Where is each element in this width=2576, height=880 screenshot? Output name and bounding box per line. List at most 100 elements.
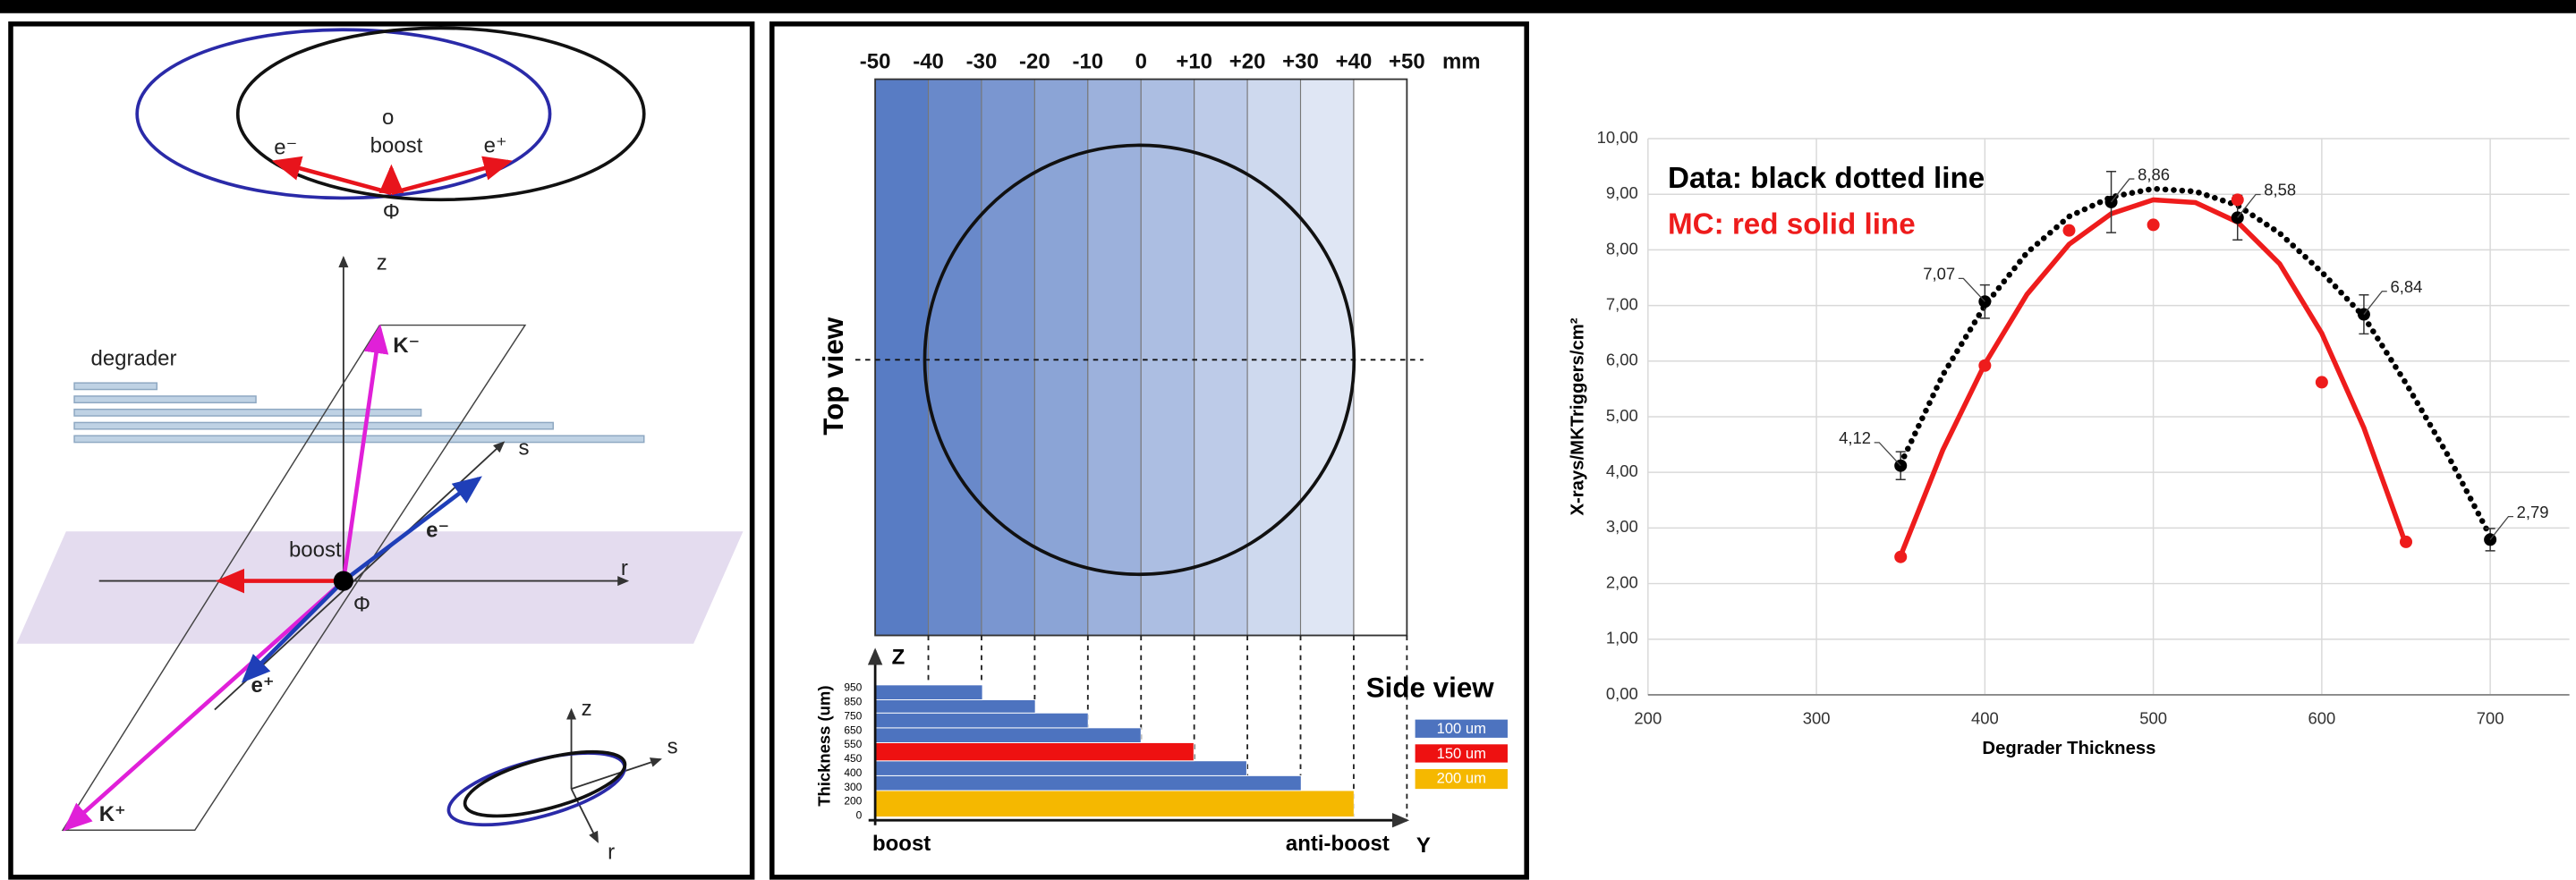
label: degrader [91,347,177,371]
data-label: 2,79 [2517,503,2549,521]
y-tick-label: 2,00 [1606,572,1638,591]
scale-label: -20 [1019,49,1050,73]
legend-swatch [1415,719,1508,738]
y-tick-label: 5,00 [1606,406,1638,425]
arrow [63,579,345,832]
legend-label: 200 um [1437,769,1486,786]
legend-label: MC: red solid line [1668,208,1916,241]
band [1140,79,1195,637]
data-label: 8,58 [2264,181,2296,199]
data-label: 6,84 [2390,277,2422,296]
label: boost [872,832,931,856]
y-axis-title: X-rays/MKTriggers/cm² [1569,317,1588,515]
x-tick-label: 200 [1634,708,1662,727]
legend-swatch [1415,744,1508,763]
scale-label: +40 [1336,49,1373,73]
legend-label: 100 um [1437,720,1486,737]
scale-label: -30 [966,49,998,73]
fit-line [1897,185,2494,539]
thickness-tick: 950 [844,681,862,694]
label: e⁺ [484,134,507,158]
data-label: 4,12 [1839,428,1871,447]
legend-swatch [1415,768,1508,790]
outline [61,324,527,832]
leader-line [1874,442,1901,467]
y-tick-label: 0,00 [1606,684,1638,703]
x-tick-label: 400 [1971,708,1999,727]
label: boost [370,134,423,158]
ellipse [235,26,646,202]
side-bars [874,684,1355,817]
label: Y [1416,833,1431,858]
thickness-tick: 0 [856,809,863,822]
label: Φ [353,593,370,617]
y-tick-label: 7,00 [1606,294,1638,313]
middle-panel: Top view mm Z Thickness (um) 950 85075065… [769,21,1529,880]
point [2062,224,2076,237]
label: r [608,840,615,864]
thickness-tick: 650 [844,723,862,736]
point [2484,533,2497,546]
y-tick-label: 9,00 [1606,183,1638,202]
y-tick-label: 3,00 [1606,517,1638,536]
leader-line [2237,193,2261,218]
label: s [518,436,529,460]
scale-label: -10 [1072,49,1103,73]
band [1353,79,1407,637]
scale-label: +50 [1389,49,1425,73]
point [2147,218,2160,232]
thickness-tick: 750 [844,709,862,722]
legend-label: Data: black dotted line [1668,162,1985,195]
label: K⁺ [99,802,126,826]
leader-line [1958,277,1985,302]
point [2399,535,2413,548]
side-view-title: Side view [1366,673,1495,704]
y-tick-label: 10,00 [1597,128,1638,147]
legend-label: 150 um [1437,745,1486,762]
band [1087,79,1142,637]
ellipse [463,749,627,818]
arrow [390,156,513,196]
y-tick-label: 6,00 [1606,351,1638,369]
band [1299,79,1355,637]
bands [874,79,1407,637]
scale-label: 0 [1135,49,1147,73]
thickness-tick: 550 [844,738,862,750]
band [981,79,1035,637]
vertex [333,571,353,591]
scale-label: -40 [913,49,944,73]
label: boost [289,538,342,563]
thickness-tick: 450 [844,752,862,765]
x-tick-label: 300 [1803,708,1831,727]
left-panel: o boost e⁻ e⁺ Φ z K⁻ degrader s e⁻ boost… [8,21,755,880]
data-label: 7,07 [1923,265,1955,283]
label: e⁺ [251,673,275,698]
arrow [342,476,482,583]
top-view-title: Top view [818,317,849,435]
point [1978,359,1992,372]
point [2231,211,2244,224]
chart: 0,00 1,00 2,00 3,00 4,00 5,00 6,00 7,00 8,00 9,00… [1569,128,2570,758]
x-axis-title: Degrader Thickness [1982,739,2155,758]
scale-unit: mm [1442,49,1481,73]
arrow [241,579,345,683]
point [1894,550,1908,563]
thickness-tick: 400 [844,766,862,779]
y-tick-label: 1,00 [1606,629,1638,647]
label: anti-boost [1286,832,1390,856]
thickness-tick: 200 [844,795,862,808]
label: o [382,106,394,130]
label: z [582,697,592,721]
scale-label: +10 [1176,49,1212,73]
thickness-tick: 300 [844,781,862,793]
leader-line [2363,291,2387,315]
arrow [341,324,389,581]
x-tick-label: 500 [2139,708,2167,727]
x-tick-label: 700 [2477,708,2504,727]
ellipse [135,28,552,200]
axis [570,788,599,843]
label: e⁻ [426,519,449,543]
label: Φ [383,199,400,224]
